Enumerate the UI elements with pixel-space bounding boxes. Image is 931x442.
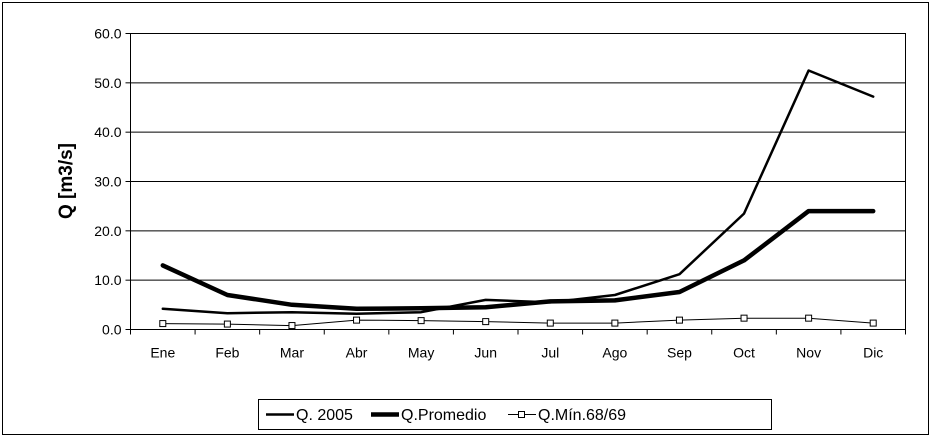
legend-label-q-min: Q.Mín.68/69 (538, 407, 626, 424)
data-point-marker (417, 317, 425, 325)
chart-frame (2, 2, 929, 435)
data-point-marker (223, 320, 231, 328)
series-line-1 (160, 208, 876, 312)
series-line-0 (161, 69, 875, 315)
data-point-marker (869, 319, 877, 327)
series-line-2 (162, 317, 874, 327)
y-tick-label: 60.0 (94, 26, 121, 42)
data-point-marker (805, 314, 813, 322)
x-tick-label: Jul (541, 345, 559, 361)
legend: Q. 2005 Q.Promedio Q.Mín.68/69 (258, 399, 772, 430)
gridlines (130, 82, 906, 281)
data-point-marker (546, 319, 554, 327)
y-tick-label: 10.0 (94, 272, 121, 288)
data-point-marker (159, 320, 167, 328)
x-tick-label: Ene (150, 345, 175, 361)
x-tick-label: Dic (863, 345, 883, 361)
y-tick-label: 40.0 (94, 124, 121, 140)
data-point-marker (675, 316, 683, 324)
x-tick-label: Sep (667, 345, 692, 361)
x-tick-label: Jun (474, 345, 497, 361)
x-tick-label: Abr (346, 345, 368, 361)
x-tick-label: Mar (280, 345, 304, 361)
x-tick-label: Oct (733, 345, 755, 361)
y-axis: 0.0 10.0 20.0 30.0 40.0 50.0 60.0 (94, 26, 131, 338)
legend-label-q-2005: Q. 2005 (296, 407, 353, 424)
x-tick-label: May (408, 345, 434, 361)
y-tick-label: 50.0 (94, 75, 121, 91)
x-tick-label: Nov (796, 345, 821, 361)
legend-item-q-2005: Q. 2005 (266, 407, 353, 424)
y-tick-label: 0.0 (102, 322, 122, 338)
data-point-marker (288, 322, 296, 330)
data-point-marker (740, 314, 748, 322)
data-point-marker (611, 319, 619, 327)
data-point-marker (482, 318, 490, 326)
x-tick-label: Feb (215, 345, 239, 361)
y-tick-label: 30.0 (94, 174, 121, 190)
data-point-marker (353, 316, 361, 324)
x-axis: Ene Feb Mar Abr May Jun Jul Ago Sep Oct Nov Dic (130, 329, 906, 361)
y-tick-label: 20.0 (94, 223, 121, 239)
legend-label-q-promedio: Q.Promedio (401, 407, 486, 424)
legend-item-q-min: Q.Mín.68/69 (508, 407, 626, 424)
series (159, 69, 877, 330)
y-axis-title: Q [m3/s] (56, 143, 77, 219)
x-tick-label: Ago (602, 345, 627, 361)
legend-item-q-promedio: Q.Promedio (371, 407, 486, 424)
legend-swatch-q-min-marker (518, 411, 525, 418)
